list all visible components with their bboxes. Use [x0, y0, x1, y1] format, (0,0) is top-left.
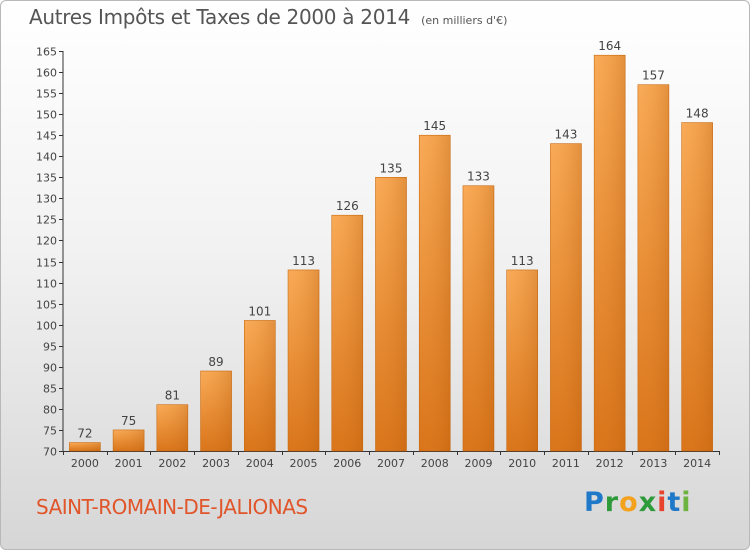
value-label-2002: 81	[165, 389, 180, 403]
y-tick-label: 140	[36, 151, 57, 164]
y-tick-label: 160	[36, 67, 57, 80]
bar-shade-2001	[113, 429, 145, 451]
value-label-2011: 143	[554, 128, 577, 142]
bar-shade-2002	[156, 404, 188, 451]
value-label-2010: 113	[511, 254, 534, 268]
y-tick-label: 85	[43, 383, 57, 396]
bars-group	[69, 54, 713, 452]
y-tick-label: 135	[36, 172, 57, 185]
x-tick-label-2000: 2000	[71, 457, 99, 470]
value-label-2001: 75	[121, 414, 136, 428]
x-tick-label-2003: 2003	[202, 457, 230, 470]
x-tick-label-2004: 2004	[246, 457, 274, 470]
y-tick-label: 110	[36, 278, 57, 291]
y-tick-label: 90	[43, 362, 57, 375]
x-tick-label-2005: 2005	[290, 457, 318, 470]
x-tick-label-2014: 2014	[683, 457, 711, 470]
bar-shade-2007	[375, 177, 407, 451]
y-tick-label: 150	[36, 109, 57, 122]
y-tick-label: 80	[43, 404, 57, 417]
chart-title: Autres Impôts et Taxes de 2000 à 2014	[29, 5, 410, 29]
x-tick-label-2009: 2009	[464, 457, 492, 470]
y-tick-label: 130	[36, 193, 57, 206]
chart-title-block: Autres Impôts et Taxes de 2000 à 2014 (e…	[29, 5, 507, 29]
x-tick-label-2011: 2011	[552, 457, 580, 470]
bar-chart: 70 75 80 85 90 95 100 105 110 115 120 125 130 135 140 1…	[36, 39, 720, 470]
bar-shade-2000	[69, 442, 101, 451]
bar-shade-2012	[594, 55, 626, 452]
bar-shade-2010	[506, 269, 538, 451]
chart-unit: (en milliers d'€)	[421, 14, 508, 27]
y-tick-label: 155	[36, 88, 57, 101]
bar-shade-2003	[200, 371, 232, 451]
value-label-2006: 126	[336, 199, 359, 213]
x-tick-label-2007: 2007	[377, 457, 405, 470]
bar-shade-2011	[550, 143, 582, 451]
bar-shade-2009	[462, 185, 494, 451]
x-tick-label-2006: 2006	[333, 457, 361, 470]
x-tick-label-2013: 2013	[639, 457, 667, 470]
y-tick-label: 115	[36, 257, 57, 270]
value-label-2000: 72	[77, 427, 92, 441]
value-label-2014: 148	[686, 107, 709, 121]
bar-shade-2004	[244, 320, 276, 451]
value-label-2012: 164	[598, 39, 621, 53]
value-label-2007: 135	[380, 161, 403, 175]
value-label-2003: 89	[208, 355, 223, 369]
y-tick-label: 75	[43, 425, 57, 438]
bar-shade-2005	[288, 269, 320, 451]
value-label-2004: 101	[248, 304, 271, 318]
x-tick-label-2002: 2002	[158, 457, 186, 470]
y-tick-label: 95	[43, 341, 57, 354]
y-tick-label: 145	[36, 130, 57, 143]
y-tick-label: 165	[36, 46, 57, 59]
axes-group: 70 75 80 85 90 95 100 105 110 115 120 125 130 135 140 1…	[36, 46, 720, 459]
bar-shade-2006	[331, 215, 363, 451]
value-label-2008: 145	[423, 119, 446, 133]
value-label-2013: 157	[642, 69, 665, 83]
x-tick-label-2001: 2001	[115, 457, 143, 470]
bar-shade-2014	[681, 122, 713, 451]
bar-shade-2008	[419, 135, 451, 452]
bar-shade-2013	[637, 84, 669, 452]
value-labels-group: 2000 72 2001 75 2002 81 2003 89 2004 101 2005 113 20…	[71, 39, 711, 470]
value-label-2005: 113	[292, 254, 315, 268]
y-tick-label: 120	[36, 235, 57, 248]
x-tick-label-2012: 2012	[596, 457, 624, 470]
value-label-2009: 133	[467, 170, 490, 184]
x-tick-label-2008: 2008	[421, 457, 449, 470]
y-tick-label: 100	[36, 320, 57, 333]
y-tick-label: 105	[36, 299, 57, 312]
commune-name: SAINT-ROMAIN-DE-JALIONAS	[36, 495, 308, 519]
x-tick-label-2010: 2010	[508, 457, 536, 470]
proxiti-logo: Proxiti	[584, 487, 692, 518]
y-tick-label: 70	[43, 446, 57, 459]
y-tick-label: 125	[36, 214, 57, 227]
